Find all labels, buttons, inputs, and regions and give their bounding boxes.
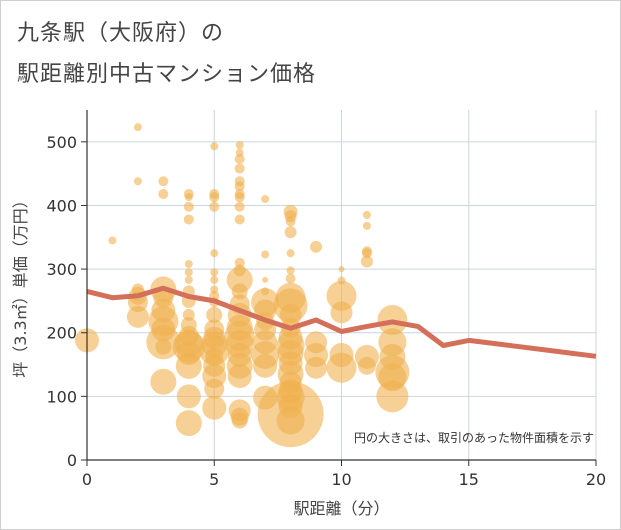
data-bubble [158, 176, 169, 187]
data-bubble [310, 240, 323, 253]
data-bubble [362, 211, 371, 219]
data-bubble [158, 189, 169, 199]
data-bubble [133, 177, 142, 186]
data-bubble [360, 255, 373, 268]
data-bubble [226, 266, 253, 293]
x-tick-label: 15 [459, 470, 479, 489]
y-tick-label: 200 [46, 324, 77, 343]
data-bubble [184, 275, 193, 284]
data-bubble [210, 249, 219, 258]
data-bubble [276, 406, 305, 435]
data-bubble [376, 380, 409, 413]
data-bubble [227, 364, 252, 388]
data-bubble [361, 248, 372, 259]
data-bubble [326, 352, 357, 383]
data-bubble [284, 226, 297, 239]
data-bubble [175, 352, 202, 379]
y-tick-label: 100 [46, 387, 77, 406]
data-bubble [184, 268, 193, 277]
data-bubble [202, 395, 227, 420]
data-bubble [183, 201, 194, 212]
data-bubble [231, 412, 248, 429]
data-bubble [234, 181, 245, 192]
data-bubble [234, 163, 245, 174]
axes: 0 100 200 300 400 500 0 5 10 15 20 [46, 110, 606, 489]
y-tick-label: 500 [46, 133, 77, 152]
chart-title-line2: 駅距離別中古マンション価格 [17, 62, 317, 87]
bubble-series [75, 123, 410, 448]
bubble-size-note: 円の大きさは、取引のあった物件面積を示す [354, 430, 594, 445]
y-tick-label: 400 [46, 196, 77, 215]
data-bubble [234, 201, 245, 212]
data-bubble [330, 301, 353, 324]
data-bubble [235, 141, 244, 149]
data-bubble [357, 356, 376, 375]
x-tick-label: 5 [209, 470, 219, 489]
data-bubble [133, 123, 142, 132]
data-bubble [184, 260, 193, 268]
average-price-line [86, 285, 597, 359]
y-axis-label: 坪（3.3㎡）単価（万円） [11, 192, 30, 377]
data-bubble [285, 273, 296, 284]
data-bubble [150, 368, 177, 395]
data-bubble [210, 275, 219, 284]
data-bubble [261, 195, 270, 204]
data-bubble [155, 338, 172, 355]
chart-title-line1: 九条駅（大阪府）の [17, 21, 225, 46]
data-bubble [204, 378, 225, 399]
data-bubble [362, 221, 371, 230]
data-bubble [253, 353, 278, 378]
data-bubble [338, 266, 345, 273]
data-bubble [209, 201, 220, 212]
x-axis-label: 駅距離（分） [293, 499, 389, 518]
data-bubble [285, 216, 296, 227]
data-bubble [261, 250, 270, 259]
data-bubble [286, 266, 295, 275]
data-bubble [286, 249, 295, 258]
data-bubble [305, 356, 328, 379]
data-bubble [262, 276, 269, 283]
data-bubble [126, 305, 149, 328]
data-bubble [234, 154, 245, 164]
data-bubble [183, 214, 194, 225]
y-tick-label: 300 [46, 260, 77, 279]
data-bubble [175, 410, 202, 437]
data-bubble [326, 280, 357, 311]
x-tick-label: 0 [82, 470, 92, 489]
data-bubble [210, 268, 219, 277]
data-bubble [176, 384, 201, 409]
x-tick-label: 10 [331, 470, 351, 489]
data-bubble [209, 192, 220, 203]
data-bubble [108, 236, 117, 245]
data-bubble [234, 214, 245, 225]
y-tick-label: 0 [67, 451, 77, 470]
x-tick-label: 20 [586, 470, 606, 489]
data-bubble [206, 306, 223, 323]
data-bubble [184, 193, 193, 202]
data-bubble [210, 142, 219, 151]
data-bubble [234, 192, 245, 203]
